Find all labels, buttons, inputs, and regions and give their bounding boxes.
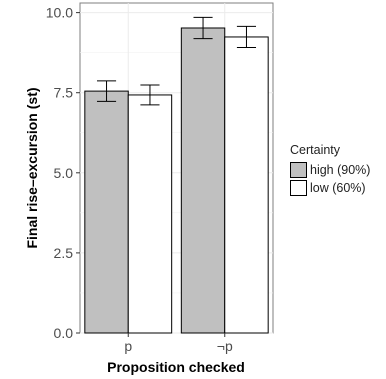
bar-high <box>84 90 129 334</box>
legend-label-high: high (90%) <box>310 163 371 177</box>
error-bars <box>96 16 257 106</box>
y-tick-label: 7.5 <box>54 85 74 101</box>
legend-label-low: low (60%) <box>310 181 366 195</box>
y-tick-label: 2.5 <box>54 245 74 261</box>
x-tick-label: ¬p <box>217 338 233 354</box>
legend-swatch-low <box>290 180 307 196</box>
y-axis-title: Final rise–excursion (st) <box>24 87 40 248</box>
bar-low <box>127 94 173 334</box>
legend-swatch-high <box>290 162 307 178</box>
bars <box>84 27 269 334</box>
y-tick-label: 0.0 <box>54 325 74 341</box>
bar-low <box>224 36 269 334</box>
y-tick-label: 10.0 <box>46 5 73 21</box>
y-tick-label: 5.0 <box>54 165 74 181</box>
legend: Certainty high (90%) low (60%) <box>290 143 370 197</box>
legend-title: Certainty <box>290 143 341 157</box>
legend-item-low: low (60%) <box>290 179 370 197</box>
legend-item-high: high (90%) <box>290 161 370 179</box>
bar-high <box>180 27 226 334</box>
x-axis-title: Proposition checked <box>107 359 245 375</box>
x-tick-label: p <box>124 338 132 354</box>
x-axis-ticks: p ¬p <box>124 333 233 354</box>
y-axis-ticks: 0.0 2.5 5.0 7.5 10.0 <box>46 5 80 341</box>
